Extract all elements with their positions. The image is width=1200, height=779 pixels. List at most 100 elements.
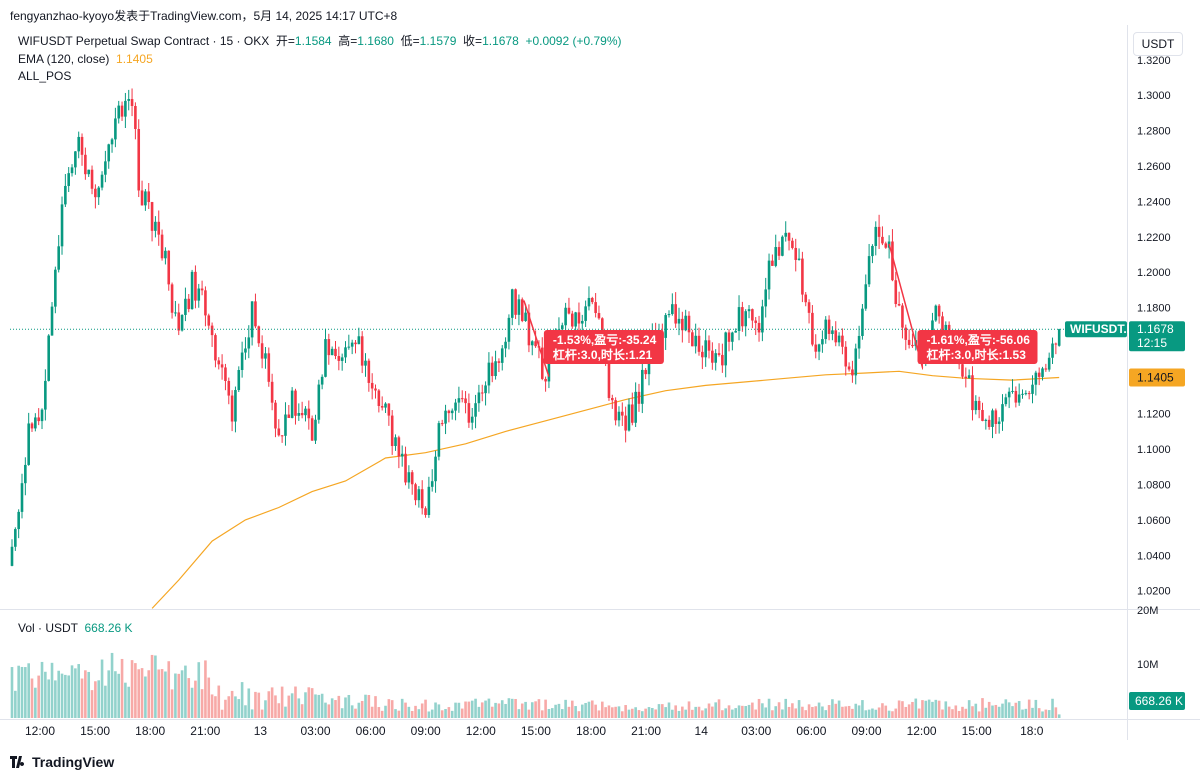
candle [280, 435, 284, 443]
volume-bar [207, 677, 211, 718]
candle [327, 333, 331, 365]
volume-bar [934, 699, 938, 718]
candle [344, 341, 347, 363]
legend-volume[interactable]: Vol · USDT 668.26 K [18, 620, 133, 636]
candle [490, 356, 494, 383]
candle [681, 311, 684, 343]
volume-bar [914, 698, 918, 718]
candle [701, 345, 704, 370]
last-price-value: 1.1678 [1137, 322, 1174, 336]
candle [160, 229, 164, 261]
volume-bar [994, 704, 998, 718]
legend-all-pos[interactable]: ALL_POS [18, 68, 71, 84]
candle [317, 379, 321, 424]
candle [634, 382, 637, 428]
price-tick-label: 1.2400 [1137, 196, 1171, 208]
volume-bar [414, 705, 417, 718]
volume-bar [537, 699, 541, 718]
candle [307, 400, 311, 430]
price-unit-button[interactable]: USDT [1133, 32, 1183, 56]
volume-bar [594, 704, 597, 718]
price-tick-label: 1.2000 [1137, 267, 1171, 279]
volume-bar [937, 700, 941, 718]
legend-ema[interactable]: EMA (120, close) 1.1405 [18, 51, 153, 67]
volume-bar [797, 700, 801, 718]
volume-bar [330, 698, 334, 718]
candle [434, 450, 437, 493]
candle [787, 232, 791, 251]
legend-close-label: 收= [463, 34, 483, 48]
volume-bar [244, 705, 247, 718]
volume-bar [530, 702, 534, 718]
volume-bar [827, 705, 831, 718]
candle [244, 337, 247, 360]
volume-bar [874, 709, 878, 718]
candle [74, 151, 77, 175]
time-tick-label: 12:00 [907, 724, 937, 738]
candle [427, 476, 431, 518]
volume-bar [834, 703, 838, 718]
volume-bar [941, 709, 944, 718]
candle [724, 331, 727, 378]
candle [587, 286, 591, 311]
candle [157, 210, 161, 246]
candle [477, 384, 481, 412]
volume-bar [210, 694, 214, 718]
candle [570, 310, 574, 329]
candle [210, 322, 214, 347]
volume-bar [204, 660, 207, 718]
candle [871, 244, 874, 264]
volume-bar [927, 699, 931, 718]
volume-bar [764, 707, 768, 718]
candle [460, 390, 464, 403]
volume-bar [841, 706, 844, 718]
candle [504, 337, 507, 358]
volume-bar [390, 700, 394, 718]
volume-bar [931, 701, 934, 718]
candle [410, 470, 414, 495]
candle [144, 189, 147, 211]
candle [340, 353, 344, 371]
volume-bar [370, 706, 374, 718]
volume-bar [661, 704, 664, 718]
candle [967, 369, 971, 379]
volume-bar [547, 708, 551, 718]
candle [64, 174, 67, 208]
candle [1001, 394, 1004, 431]
candle [24, 457, 27, 496]
candle [757, 315, 761, 342]
volume-bar [397, 710, 401, 718]
candle [1044, 363, 1048, 372]
candle [350, 339, 354, 355]
candle [70, 164, 74, 177]
candle [364, 353, 367, 377]
candle [721, 343, 724, 373]
price-tick-label: 1.2800 [1137, 126, 1171, 138]
candle [224, 363, 227, 391]
legend-symbol[interactable]: WIFUSDT Perpetual Swap Contract · 15 · O… [18, 34, 270, 48]
volume-bar [807, 704, 811, 718]
candle [130, 88, 134, 117]
candle [864, 274, 868, 311]
candle [667, 310, 671, 318]
candle [517, 294, 521, 326]
volume-bar [24, 667, 27, 718]
candle [1041, 366, 1044, 381]
candle [467, 393, 471, 428]
candle [857, 325, 861, 359]
all-pos-label: ALL_POS [18, 69, 72, 83]
volume-bar [657, 704, 661, 718]
candle [1037, 367, 1041, 386]
volume-bar [517, 709, 521, 718]
candle [964, 367, 968, 388]
candle [54, 266, 57, 314]
volume-bar [110, 652, 114, 718]
volume-bar [60, 673, 64, 718]
volume-bar [607, 705, 611, 718]
volume-bar [731, 709, 734, 718]
volume-bar [727, 705, 731, 718]
candle [294, 388, 297, 425]
volume-bar [287, 695, 291, 718]
volume-bar [811, 706, 814, 718]
